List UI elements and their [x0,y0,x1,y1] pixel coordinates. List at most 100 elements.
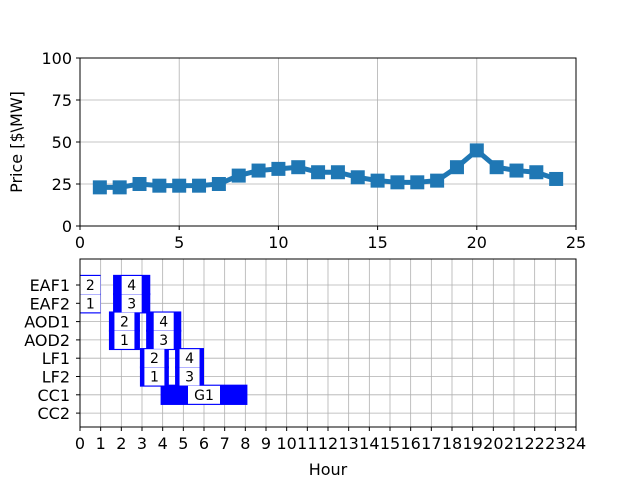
schedule-x-tick-label: 23 [545,434,565,453]
price-point-marker [92,180,107,195]
price-y-ticks: 0 25 50 75 100 [41,49,80,236]
schedule-unit-tick-label: LF2 [42,368,70,387]
schedule-unit-tick-label: LF1 [42,349,70,368]
price-point-marker [370,173,385,188]
price-y-tick-label: 0 [62,217,72,236]
schedule-x-tick-label: 5 [178,434,188,453]
schedule-x-tick-label: 10 [276,434,296,453]
schedule-x-tick-label: 15 [380,434,400,453]
price-point-marker [350,170,365,185]
schedule-unit-tick-label: EAF2 [30,294,70,313]
schedule-task-label-box [114,312,135,331]
price-x-tick-label: 5 [174,233,184,252]
schedule-unit-tick-label: AOD1 [24,313,70,332]
price-x-tick-label: 20 [467,233,487,252]
schedule-x-tick-label: 11 [297,434,317,453]
schedule-task-label: 2 [86,278,95,294]
price-x-ticks: 0 5 10 15 20 25 [75,226,586,252]
schedule-task-label-box [188,385,220,404]
schedule-task-label-box [121,294,142,313]
schedule-x-tick-label: 0 [75,434,85,453]
schedule-task-label-box [144,349,165,368]
price-point-marker [390,175,405,190]
schedule-x-tick-label: 24 [566,434,586,453]
schedule-task-label: 4 [127,278,136,294]
price-point-marker [529,165,544,180]
schedule-x-tick-label: 12 [318,434,338,453]
price-point-marker [291,160,306,175]
schedule-x-tick-label: 21 [504,434,524,453]
schedule-x-tick-label: 14 [359,434,379,453]
price-point-marker [251,163,266,178]
price-point-marker [549,171,564,186]
schedule-x-tick-label: 17 [421,434,441,453]
price-y-tick-label: 100 [41,49,72,68]
price-x-tick-label: 25 [566,233,586,252]
schedule-task-label-box [179,349,200,368]
schedule-task-label: 3 [127,296,136,312]
schedule-x-tick-label: 18 [442,434,462,453]
schedule-task-label-box [144,367,165,386]
schedule-x-tick-label: 19 [462,434,482,453]
schedule-x-tick-label: 3 [137,434,147,453]
price-point-marker [231,168,246,183]
schedule-task-label: 2 [120,315,129,331]
schedule-task-label-box [114,330,135,349]
schedule-task-label-box [153,312,174,331]
price-point-marker [192,178,207,193]
price-y-tick-label: 50 [52,133,72,152]
price-point-marker [509,163,524,178]
schedule-unit-tick-label: CC2 [37,404,70,423]
schedule-x-tick-label: 20 [483,434,503,453]
price-point-marker [112,180,127,195]
price-point-marker [311,165,326,180]
price-chart: 0 5 10 15 20 25 0 25 50 75 100 Price [$\MW] [7,49,586,252]
price-y-tick-label: 75 [52,91,72,110]
price-y-label: Price [$\MW] [7,91,26,193]
price-grid [79,57,577,227]
price-x-tick-label: 0 [75,233,85,252]
schedule-unit-tick-label: AOD2 [24,331,70,350]
schedule-x-tick-label: 6 [199,434,209,453]
schedule-task-label: 2 [150,351,159,367]
schedule-x-tick-label: 7 [220,434,230,453]
schedule-unit-tick-label: CC1 [37,386,70,405]
price-point-marker [330,165,345,180]
schedule-task-label-box [80,276,101,294]
price-point-marker [172,178,187,193]
schedule-x-label: Hour [309,460,348,479]
price-series [92,143,564,195]
schedule-x-tick-label: 4 [158,434,168,453]
schedule-x-tick-label: 1 [96,434,106,453]
price-point-marker [271,161,286,176]
schedule-x-tick-label: 22 [524,434,544,453]
schedule-task-label: 3 [185,370,194,386]
price-point-marker [489,160,504,175]
schedule-task-label-box [80,294,101,313]
price-point-marker [449,160,464,175]
schedule-task-label-box [153,330,174,349]
schedule-task-label: 4 [159,315,168,331]
schedule-task-label: 1 [150,370,159,386]
price-point-marker [152,178,167,193]
price-point-marker [132,177,147,191]
schedule-task-label-box [179,367,200,386]
schedule-x-tick-label: 13 [338,434,358,453]
price-series-line [99,147,557,190]
price-point-marker [469,143,484,158]
schedule-x-tick-label: 16 [400,434,420,453]
schedule-x-ticks: 0 1 2 3 4 5 6 7 8 9 10 11 12 13 14 15 16 17 18 19 20 21 22 23 24 [75,427,586,453]
price-point-marker [430,173,445,188]
price-point-marker [211,177,226,191]
price-x-tick-label: 15 [367,233,387,252]
schedule-unit-tick-label: EAF1 [30,276,70,295]
schedule-x-tick-label: 9 [261,434,271,453]
schedule-task-label: 1 [120,333,129,349]
schedule-x-tick-label: 2 [116,434,126,453]
schedule-task-label: 3 [159,333,168,349]
schedule-task-label: 1 [86,296,95,312]
